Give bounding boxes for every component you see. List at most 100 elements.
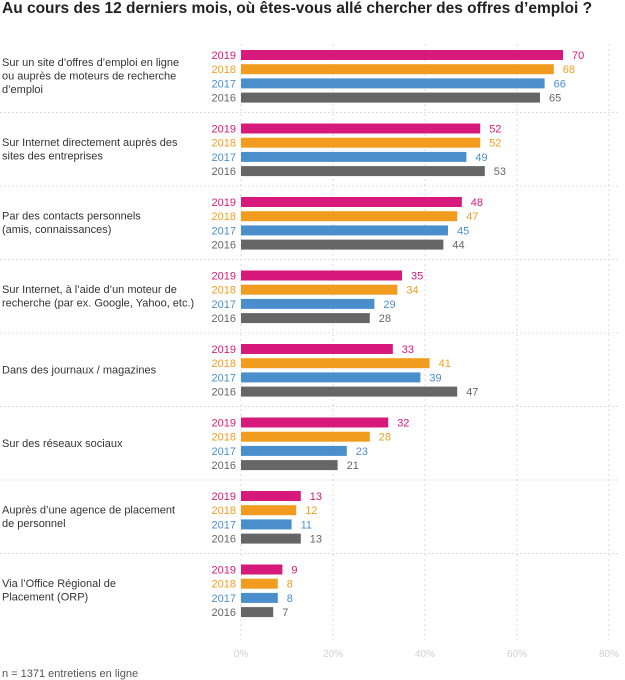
- year-label: 2019: [212, 124, 236, 136]
- bar: [241, 50, 563, 60]
- category-label: Par des contacts personnels: [2, 211, 141, 223]
- category-label: Sur Internet directement auprès des: [2, 137, 178, 149]
- value-label: 53: [494, 166, 506, 178]
- value-label: 39: [429, 372, 441, 384]
- category-label: sites des entreprises: [2, 151, 103, 163]
- category-label: de personnel: [2, 518, 66, 530]
- value-label: 8: [287, 579, 293, 591]
- year-label: 2017: [212, 519, 236, 531]
- value-label: 65: [549, 93, 561, 105]
- value-label: 52: [489, 124, 501, 136]
- year-label: 2016: [212, 460, 236, 472]
- category-label: ou auprès de moteurs de recherche: [2, 70, 176, 82]
- year-label: 2016: [212, 534, 236, 546]
- category-label: Auprès d’une agence de placement: [2, 505, 175, 517]
- category-label: Via l’Office Régional de: [2, 578, 116, 590]
- value-label: 41: [439, 358, 451, 370]
- category-label: recherche (par ex. Google, Yahoo, etc.): [2, 298, 194, 310]
- bar: [241, 564, 283, 575]
- year-label: 2017: [212, 593, 236, 605]
- value-label: 32: [397, 418, 409, 430]
- value-label: 7: [282, 607, 288, 619]
- bar: [241, 197, 462, 207]
- bar: [241, 344, 393, 354]
- value-label: 21: [347, 460, 359, 472]
- value-label: 44: [452, 240, 464, 252]
- bar: [241, 313, 370, 324]
- value-label: 28: [379, 432, 391, 444]
- value-label: 33: [402, 344, 414, 356]
- value-label: 11: [301, 519, 312, 531]
- value-label: 35: [411, 271, 423, 283]
- bar: [241, 578, 278, 589]
- bar: [241, 431, 370, 442]
- bar: [241, 592, 278, 603]
- year-label: 2016: [212, 166, 236, 178]
- category-label: Sur un site d’offres d’emploi en ligne: [2, 57, 179, 69]
- year-label: 2019: [212, 491, 236, 503]
- bar: [241, 123, 481, 134]
- bar: [241, 270, 402, 281]
- x-axis-ticks: 0% 20% 40% 60% 80%: [234, 649, 619, 660]
- sample-note: n = 1371 entretiens en ligne: [2, 668, 138, 680]
- x-tick-label: 40%: [415, 649, 435, 660]
- category-label: Sur des réseaux sociaux: [2, 438, 123, 450]
- category-label: Sur Internet, à l’aide d’un moteur de: [2, 284, 177, 296]
- bar: [241, 607, 274, 618]
- value-label: 29: [383, 299, 395, 311]
- year-label: 2016: [212, 313, 236, 325]
- value-label: 8: [287, 593, 293, 605]
- bar: [241, 372, 421, 383]
- year-label: 2017: [212, 225, 236, 237]
- value-label: 45: [457, 225, 469, 237]
- value-label: 49: [475, 152, 487, 164]
- category-label: Placement (ORP): [2, 592, 88, 604]
- value-label: 34: [406, 285, 418, 297]
- year-label: 2017: [212, 152, 236, 164]
- bar: [241, 298, 375, 309]
- year-label: 2017: [212, 78, 236, 90]
- bar: [241, 460, 338, 471]
- year-label: 2018: [212, 211, 236, 223]
- bar: [241, 417, 389, 428]
- value-label: 13: [310, 491, 322, 503]
- year-label: 2016: [212, 240, 236, 252]
- value-label: 13: [310, 534, 322, 546]
- value-label: 66: [554, 78, 566, 90]
- value-label: 12: [305, 505, 317, 517]
- year-label: 2019: [212, 50, 236, 62]
- year-label: 2018: [212, 138, 236, 150]
- x-tick-label: 20%: [323, 649, 343, 660]
- bar: [241, 505, 297, 516]
- bar: [241, 64, 554, 75]
- bar: [241, 225, 448, 236]
- chart-title: Au cours des 12 derniers mois, où êtes-v…: [2, 0, 592, 17]
- year-label: 2018: [212, 432, 236, 444]
- bar: [241, 386, 458, 397]
- value-label: 47: [466, 387, 478, 399]
- category-label: Dans des journaux / magazines: [2, 364, 157, 376]
- value-label: 9: [291, 565, 297, 577]
- separator-layer: [0, 112, 620, 554]
- year-label: 2018: [212, 64, 236, 76]
- year-label: 2017: [212, 372, 236, 384]
- bar: [241, 533, 301, 544]
- bar: [241, 92, 540, 103]
- value-label: 47: [466, 211, 478, 223]
- bar: [241, 519, 292, 530]
- year-label: 2019: [212, 344, 236, 356]
- bar: [241, 151, 467, 162]
- bar: [241, 78, 545, 89]
- bar: [241, 284, 398, 295]
- value-label: 68: [563, 64, 575, 76]
- bar: [241, 166, 485, 177]
- year-label: 2019: [212, 197, 236, 209]
- x-tick-label: 60%: [507, 649, 527, 660]
- year-label: 2018: [212, 579, 236, 591]
- bar: [241, 445, 347, 456]
- value-label: 52: [489, 138, 501, 150]
- value-label: 70: [572, 50, 584, 62]
- value-label: 28: [379, 313, 391, 325]
- year-label: 2019: [212, 565, 236, 577]
